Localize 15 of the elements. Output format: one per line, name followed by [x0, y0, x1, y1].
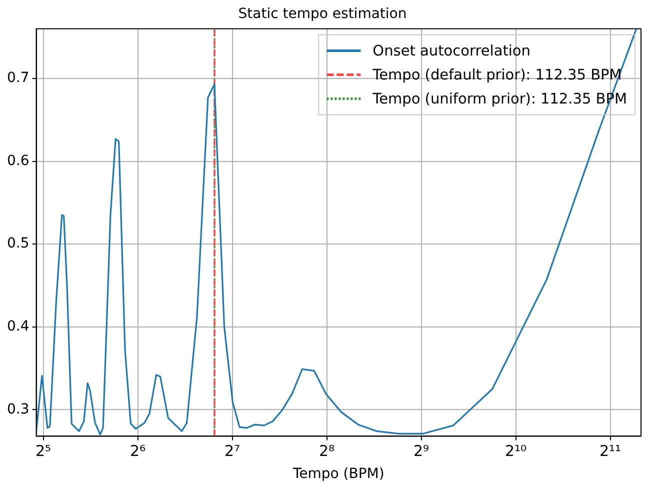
x-tick-label: 2⁷: [224, 442, 240, 460]
x-tick-label: 2⁶: [130, 442, 146, 460]
x-tick-label: 2¹¹: [599, 442, 622, 460]
y-tick-label: 0.5: [7, 236, 30, 252]
legend-label: Onset autocorrelation: [372, 44, 530, 60]
x-tick-label: 2⁹: [413, 442, 430, 460]
x-tick-label: 2⁵: [35, 442, 52, 460]
y-tick-label: 0.3: [7, 401, 30, 418]
x-tick-label: 2¹⁰: [504, 442, 527, 460]
y-tick-label: 0.7: [7, 70, 30, 86]
y-tick-label: 0.6: [7, 152, 30, 169]
chart-title: Static tempo estimation: [238, 6, 407, 22]
x-axis-title: Tempo (BPM): [292, 466, 384, 482]
x-tick-label: 2⁸: [318, 442, 335, 460]
y-tick-label: 0.4: [7, 318, 30, 335]
